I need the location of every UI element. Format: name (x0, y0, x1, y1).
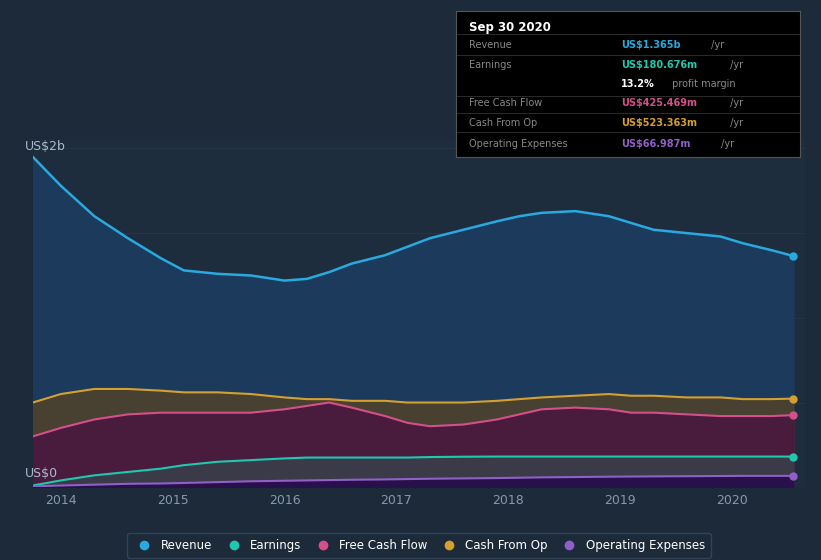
Text: /yr: /yr (727, 60, 744, 70)
Text: Revenue: Revenue (470, 40, 512, 50)
Text: US$2b: US$2b (25, 140, 66, 153)
Text: 13.2%: 13.2% (621, 79, 655, 89)
Text: US$180.676m: US$180.676m (621, 60, 697, 70)
Text: US$0: US$0 (25, 467, 58, 480)
Text: US$1.365b: US$1.365b (621, 40, 681, 50)
Text: Free Cash Flow: Free Cash Flow (470, 98, 543, 108)
Text: US$425.469m: US$425.469m (621, 98, 697, 108)
Text: /yr: /yr (718, 139, 734, 149)
Text: /yr: /yr (727, 98, 744, 108)
Text: Earnings: Earnings (470, 60, 512, 70)
Text: /yr: /yr (727, 118, 744, 128)
Text: profit margin: profit margin (669, 79, 736, 89)
Legend: Revenue, Earnings, Free Cash Flow, Cash From Op, Operating Expenses: Revenue, Earnings, Free Cash Flow, Cash … (126, 533, 711, 558)
Text: /yr: /yr (708, 40, 724, 50)
Text: Sep 30 2020: Sep 30 2020 (470, 21, 552, 34)
Text: Cash From Op: Cash From Op (470, 118, 538, 128)
Text: US$66.987m: US$66.987m (621, 139, 690, 149)
Text: Operating Expenses: Operating Expenses (470, 139, 568, 149)
Text: US$523.363m: US$523.363m (621, 118, 697, 128)
